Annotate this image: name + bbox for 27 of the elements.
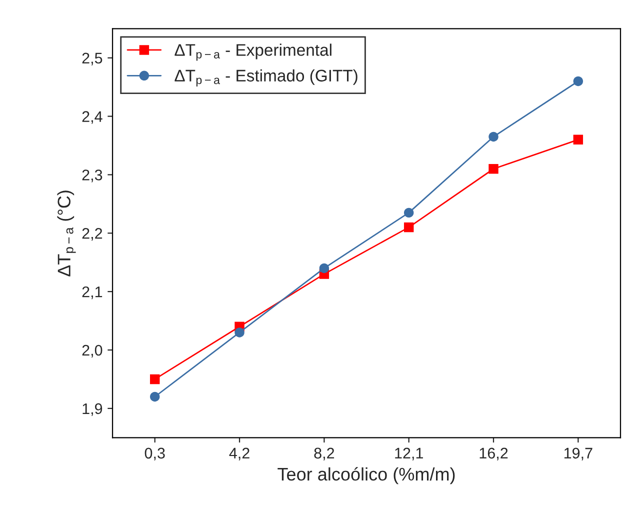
x-tick-label: 8,2	[314, 448, 334, 460]
x-tick-label: 12,1	[395, 448, 423, 460]
point	[234, 328, 244, 338]
y-tick-label: 2,3	[82, 170, 102, 182]
x-tick-label: 0,3	[144, 448, 165, 460]
y-tick-label: 2,5	[82, 52, 102, 66]
point	[404, 222, 414, 232]
y-tick-label: 2,0	[82, 344, 102, 358]
point	[404, 208, 414, 218]
legend-label: ΔT$_{p−a}$ - Experimental	[174, 44, 332, 61]
y-tick-label: 2,2	[82, 228, 102, 241]
point	[319, 263, 330, 274]
y-tick-label: 1,9	[82, 403, 102, 416]
point	[573, 134, 584, 145]
y-tick-label: 2,4	[82, 111, 102, 124]
legend-label: ΔT$_{p−a}$ - Estimado (GITT)	[174, 69, 358, 86]
point	[150, 392, 160, 402]
point	[488, 132, 498, 142]
x-tick-label: 19,7	[564, 448, 592, 460]
x-tick-label: 16,2	[480, 448, 508, 460]
point	[150, 374, 160, 384]
y-tick-label: 2,1	[82, 286, 102, 300]
point	[573, 76, 584, 86]
x-axis-title: Teor alcoólico (%m/m)	[278, 467, 455, 484]
x-tick-label: 4,2	[229, 448, 250, 460]
point	[488, 164, 498, 174]
y-axis-title: ΔT$_{p−a}$ (°C)	[57, 190, 76, 276]
